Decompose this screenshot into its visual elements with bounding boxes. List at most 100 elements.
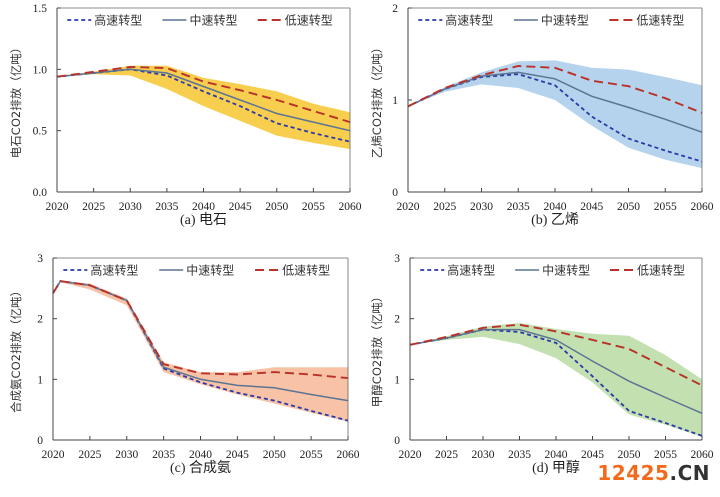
legend-item-1: 高速转型	[63, 263, 138, 278]
x-tick-label: 2055	[654, 449, 677, 461]
x-tick-label: 2045	[226, 449, 249, 461]
x-tick-label: 2055	[300, 449, 323, 461]
y-tick-label: 0.0	[33, 187, 48, 199]
series-line-2	[409, 328, 703, 414]
legend-item-1: 高速转型	[67, 13, 142, 28]
panel-a: 2020 2025 2030 2035 2040 2045 2050 2055 2060 0.0 0…	[9, 3, 362, 228]
y-tick-label: 1.5	[33, 3, 48, 15]
y-tick-label: 0	[394, 435, 400, 447]
panel-caption: (b) 乙烯	[531, 212, 579, 228]
x-tick-label: 2030	[119, 201, 142, 213]
y-tick-label: 1	[394, 374, 400, 386]
y-axis-label: 乙烯CO2排放（亿吨）	[370, 42, 384, 158]
x-tick-label: 2020	[46, 201, 69, 213]
x-tick-label: 2040	[545, 449, 568, 461]
y-tick-label: 3	[37, 253, 43, 265]
x-tick-label: 2020	[397, 201, 420, 213]
y-tick-label: 0.5	[33, 126, 48, 138]
panel-caption: (a) 电石	[180, 212, 227, 228]
series-line-2	[407, 71, 703, 133]
legend-label: 中速转型	[541, 13, 589, 28]
x-tick-label: 2050	[618, 449, 641, 461]
legend-item-3: 低速转型	[610, 263, 685, 278]
x-tick-label: 2045	[229, 201, 252, 213]
panel-caption: (c) 合成氨	[170, 460, 231, 476]
watermark: 12425.CN	[597, 461, 710, 485]
y-axis-label: 电石CO2排放（亿吨）	[9, 42, 23, 158]
legend-label: 中速转型	[189, 13, 237, 28]
legend-item-2: 中速转型	[513, 13, 589, 28]
series-line-3	[56, 65, 351, 124]
y-tick-label: 1.0	[33, 64, 48, 76]
y-tick-label: 2	[392, 3, 398, 15]
panel-d: 2020 2025 2030 2035 2040 2045 2050 2055 2060 0 1 2 3…	[370, 253, 714, 476]
legend-item-3: 低速转型	[609, 13, 684, 28]
series-line-3	[52, 280, 349, 380]
x-tick-label: 2060	[339, 201, 362, 213]
watermark-number: 12425	[597, 461, 670, 485]
legend-label: 低速转型	[636, 13, 684, 28]
series-line-3	[407, 65, 703, 114]
legend-label: 高速转型	[94, 13, 142, 28]
uncertainty-band	[410, 322, 702, 437]
x-tick-label: 2055	[654, 201, 677, 213]
legend-item-1: 高速转型	[418, 13, 493, 28]
x-tick-label: 2035	[152, 449, 175, 461]
y-tick-label: 1	[392, 95, 398, 107]
x-tick-label: 2040	[544, 201, 567, 213]
legend-label: 低速转型	[282, 263, 330, 278]
x-tick-label: 2050	[617, 201, 640, 213]
legend-item-3: 低速转型	[255, 263, 330, 278]
legend-item-3: 低速转型	[257, 13, 333, 28]
x-tick-label: 2040	[192, 201, 215, 213]
x-tick-label: 2025	[82, 201, 105, 213]
y-tick-label: 2	[394, 314, 400, 326]
y-tick-label: 0	[392, 187, 398, 199]
y-tick-label: 3	[394, 253, 400, 265]
legend-label: 中速转型	[542, 263, 590, 278]
uncertainty-band	[53, 281, 348, 422]
x-tick-label: 2025	[433, 201, 456, 213]
x-tick-label: 2045	[581, 449, 604, 461]
x-tick-label: 2060	[337, 449, 360, 461]
x-tick-label: 2035	[507, 201, 530, 213]
legend-label: 高速转型	[447, 263, 495, 278]
legend-label: 高速转型	[90, 263, 138, 278]
x-tick-label: 2030	[115, 449, 138, 461]
series-line-2	[56, 68, 351, 132]
x-tick-label: 2020	[42, 449, 65, 461]
y-tick-label: 0	[37, 435, 43, 447]
legend-item-1: 高速转型	[420, 263, 495, 278]
legend-item-2: 中速转型	[159, 263, 234, 278]
x-tick-label: 2050	[263, 449, 286, 461]
x-tick-label: 2060	[691, 449, 714, 461]
panel-c: 2020 2025 2030 2035 2040 2045 2050 2055 2060 0 1 2 3…	[9, 253, 360, 476]
x-tick-label: 2020	[399, 449, 422, 461]
x-tick-label: 2050	[265, 201, 288, 213]
y-tick-label: 2	[37, 314, 43, 326]
x-tick-label: 2055	[302, 201, 325, 213]
x-tick-label: 2025	[435, 449, 458, 461]
x-tick-label: 2040	[189, 449, 212, 461]
x-tick-label: 2025	[78, 449, 101, 461]
x-tick-label: 2035	[155, 201, 178, 213]
watermark-domain: .CN	[669, 461, 710, 485]
x-tick-label: 2045	[580, 201, 603, 213]
legend-label: 低速转型	[637, 263, 685, 278]
series-line-1	[407, 73, 703, 163]
panel-b: 2020 2025 2030 2035 2040 2045 2050 2055 2060 0 1 2 乙…	[370, 3, 714, 228]
y-axis-label: 合成氨CO2排放（亿吨）	[9, 285, 23, 413]
x-tick-label: 2030	[470, 201, 493, 213]
legend-item-2: 中速转型	[515, 263, 590, 278]
series-line-3	[409, 323, 703, 387]
legend-label: 高速转型	[445, 13, 493, 28]
x-tick-label: 2030	[472, 449, 495, 461]
y-tick-label: 1	[37, 374, 43, 386]
uncertainty-band	[57, 65, 350, 150]
legend-label: 中速转型	[186, 263, 234, 278]
legend-item-2: 中速转型	[162, 13, 237, 28]
panel-caption: (d) 甲醇	[532, 459, 580, 476]
legend-label: 低速转型	[285, 13, 333, 28]
uncertainty-band	[408, 60, 702, 169]
